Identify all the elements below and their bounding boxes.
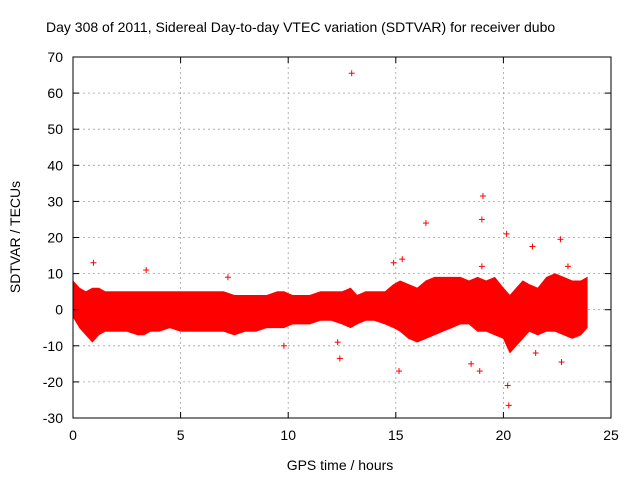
data-point [390,259,397,266]
y-tick-label: -30 [43,410,63,426]
data-point [478,216,485,223]
data-point [504,382,511,389]
y-tick-label: -20 [43,374,63,390]
x-tick-label: 25 [603,427,619,443]
y-tick-label: 40 [47,157,63,173]
x-axis-label: GPS time / hours [287,457,394,473]
data-band [72,273,588,354]
data-point [476,368,483,375]
y-tick-label: 10 [47,266,63,282]
data-point [90,259,97,266]
data-point [529,243,536,250]
y-tick-label: -10 [43,338,63,354]
x-tick-label: 15 [388,427,404,443]
data-point [468,360,475,367]
x-tick-label: 20 [496,427,512,443]
data-point [564,263,571,270]
data-point [422,220,429,227]
y-tick-label: 50 [47,121,63,137]
data-point [505,402,512,409]
y-tick-label: 30 [47,193,63,209]
data-point [557,236,564,243]
data-point [532,350,539,357]
y-tick-label: 60 [47,85,63,101]
x-tick-label: 5 [177,427,185,443]
data-layer [72,70,588,409]
x-tick-label: 10 [280,427,296,443]
data-point [478,263,485,270]
data-point [558,359,565,366]
data-point [334,339,341,346]
ticks: 0 5 10 15 20 25 -30 -20 -10 0 10 20 30 40 50 60 70 [43,49,619,443]
chart-title: Day 308 of 2011, Sidereal Day-to-day VTE… [46,19,555,35]
data-point [336,355,343,362]
data-point [143,266,150,273]
y-tick-label: 70 [47,49,63,65]
y-axis-label: SDTVAR / TECUs [7,181,23,293]
data-point [396,368,403,375]
data-point [224,274,231,281]
data-point [479,192,486,199]
data-point [280,342,287,349]
x-tick-label: 0 [69,427,77,443]
grid [73,57,611,418]
data-point [503,230,510,237]
data-point [399,256,406,263]
data-point [348,70,355,77]
y-tick-label: 0 [55,302,63,318]
y-tick-label: 20 [47,230,63,246]
